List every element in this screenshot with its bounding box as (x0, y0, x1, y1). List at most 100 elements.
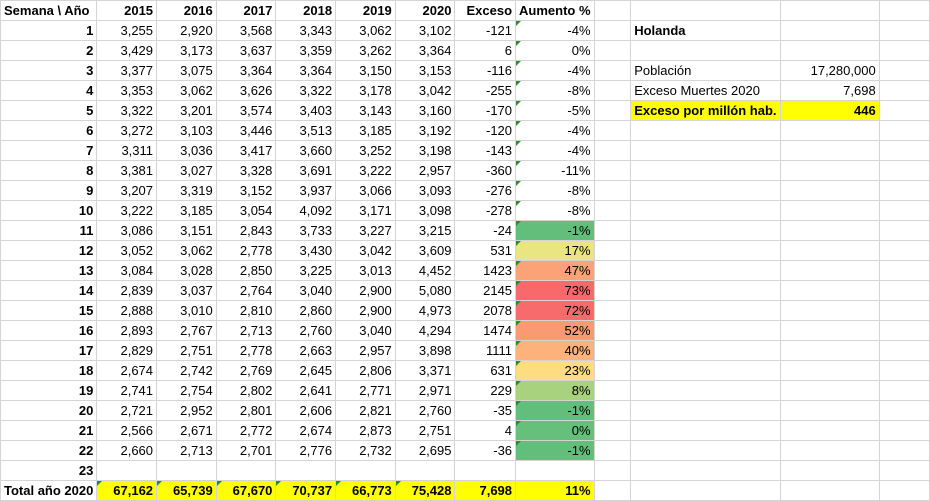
exceso-cell[interactable]: -278 (454, 200, 517, 221)
week-cell[interactable]: 11 (0, 220, 98, 241)
value-cell[interactable]: 3,898 (394, 340, 456, 361)
empty-cell[interactable] (779, 420, 880, 441)
value-cell[interactable]: 2,701 (215, 440, 277, 461)
aumento-cell[interactable]: -4% (515, 140, 595, 161)
value-cell[interactable]: 3,171 (335, 200, 396, 221)
week-cell[interactable]: 1 (0, 20, 98, 41)
empty-cell[interactable] (593, 160, 632, 181)
value-cell[interactable]: 3,937 (275, 180, 337, 201)
empty-cell[interactable] (593, 340, 632, 361)
total-value-cell[interactable]: 70,737 (275, 480, 337, 501)
value-cell[interactable]: 3,052 (96, 240, 158, 261)
empty-cell[interactable] (593, 480, 632, 501)
value-cell[interactable]: 3,151 (156, 220, 217, 241)
value-cell[interactable]: 3,446 (215, 120, 277, 141)
empty-cell[interactable] (275, 460, 337, 481)
value-cell[interactable]: 3,311 (96, 140, 158, 161)
empty-cell[interactable] (878, 140, 930, 161)
aumento-cell[interactable]: 52% (515, 320, 595, 341)
week-cell[interactable]: 18 (0, 360, 98, 381)
empty-cell[interactable] (878, 420, 930, 441)
value-cell[interactable]: 3,568 (215, 20, 277, 41)
value-cell[interactable]: 2,751 (156, 340, 217, 361)
value-cell[interactable]: 3,062 (156, 240, 217, 261)
value-cell[interactable]: 2,893 (96, 320, 158, 341)
value-cell[interactable]: 3,207 (96, 180, 158, 201)
week-cell[interactable]: 6 (0, 120, 98, 141)
week-cell[interactable]: 4 (0, 80, 98, 101)
empty-cell[interactable] (215, 460, 277, 481)
empty-cell[interactable] (779, 120, 880, 141)
value-cell[interactable]: 3,222 (335, 160, 396, 181)
aumento-cell[interactable]: -8% (515, 180, 595, 201)
empty-cell[interactable] (630, 220, 781, 241)
value-cell[interactable]: 3,013 (335, 260, 396, 281)
empty-cell[interactable] (779, 240, 880, 261)
header-cell[interactable]: 2016 (156, 0, 217, 21)
value-cell[interactable]: 3,371 (394, 360, 456, 381)
value-cell[interactable]: 3,098 (394, 200, 456, 221)
week-cell[interactable]: 17 (0, 340, 98, 361)
empty-cell[interactable] (779, 460, 880, 481)
empty-cell[interactable] (878, 320, 930, 341)
aumento-cell[interactable]: -4% (515, 20, 595, 41)
value-cell[interactable]: 3,359 (275, 40, 337, 61)
value-cell[interactable]: 3,322 (96, 100, 158, 121)
value-cell[interactable]: 2,769 (215, 360, 277, 381)
aumento-cell[interactable]: -5% (515, 100, 595, 121)
per-million-label[interactable]: Exceso por millón hab. (630, 100, 781, 121)
value-cell[interactable]: 2,674 (275, 420, 337, 441)
value-cell[interactable]: 3,255 (96, 20, 158, 41)
value-cell[interactable]: 3,225 (275, 260, 337, 281)
value-cell[interactable]: 3,343 (275, 20, 337, 41)
value-cell[interactable]: 2,566 (96, 420, 158, 441)
value-cell[interactable]: 2,606 (275, 400, 337, 421)
poblacion-label[interactable]: Población (630, 60, 781, 81)
exceso-cell[interactable]: -143 (454, 140, 517, 161)
value-cell[interactable]: 3,152 (215, 180, 277, 201)
value-cell[interactable]: 2,660 (96, 440, 158, 461)
exceso-cell[interactable]: 1423 (454, 260, 517, 281)
empty-cell[interactable] (779, 280, 880, 301)
week-cell[interactable]: 7 (0, 140, 98, 161)
exceso-value[interactable]: 7,698 (779, 80, 880, 101)
value-cell[interactable]: 3,201 (156, 100, 217, 121)
value-cell[interactable]: 3,086 (96, 220, 158, 241)
empty-cell[interactable] (779, 160, 880, 181)
total-value-cell[interactable]: 65,739 (156, 480, 217, 501)
empty-cell[interactable] (878, 340, 930, 361)
empty-cell[interactable] (630, 440, 781, 461)
value-cell[interactable]: 2,663 (275, 340, 337, 361)
week-cell[interactable]: 13 (0, 260, 98, 281)
aumento-cell[interactable]: 8% (515, 380, 595, 401)
poblacion-value[interactable]: 17,280,000 (779, 60, 880, 81)
week-cell[interactable]: 8 (0, 160, 98, 181)
empty-cell[interactable] (878, 80, 930, 101)
value-cell[interactable]: 3,102 (394, 20, 456, 41)
empty-cell[interactable] (593, 40, 632, 61)
empty-cell[interactable] (593, 300, 632, 321)
value-cell[interactable]: 2,713 (215, 320, 277, 341)
value-cell[interactable]: 2,971 (394, 380, 456, 401)
empty-cell[interactable] (779, 480, 880, 501)
value-cell[interactable]: 2,806 (335, 360, 396, 381)
week-cell[interactable]: 23 (0, 460, 98, 481)
empty-cell[interactable] (878, 260, 930, 281)
aumento-cell[interactable]: -8% (515, 200, 595, 221)
empty-cell[interactable] (779, 200, 880, 221)
week-cell[interactable]: 10 (0, 200, 98, 221)
value-cell[interactable]: 3,178 (335, 80, 396, 101)
week-cell[interactable]: 9 (0, 180, 98, 201)
value-cell[interactable]: 4,973 (394, 300, 456, 321)
value-cell[interactable]: 3,160 (394, 100, 456, 121)
value-cell[interactable]: 2,957 (335, 340, 396, 361)
value-cell[interactable]: 2,760 (275, 320, 337, 341)
empty-cell[interactable] (878, 100, 930, 121)
week-cell[interactable]: 15 (0, 300, 98, 321)
per-million-value[interactable]: 446 (779, 100, 880, 121)
empty-cell[interactable] (156, 460, 217, 481)
empty-cell[interactable] (630, 300, 781, 321)
value-cell[interactable]: 3,042 (394, 80, 456, 101)
value-cell[interactable]: 3,353 (96, 80, 158, 101)
empty-cell[interactable] (593, 420, 632, 441)
